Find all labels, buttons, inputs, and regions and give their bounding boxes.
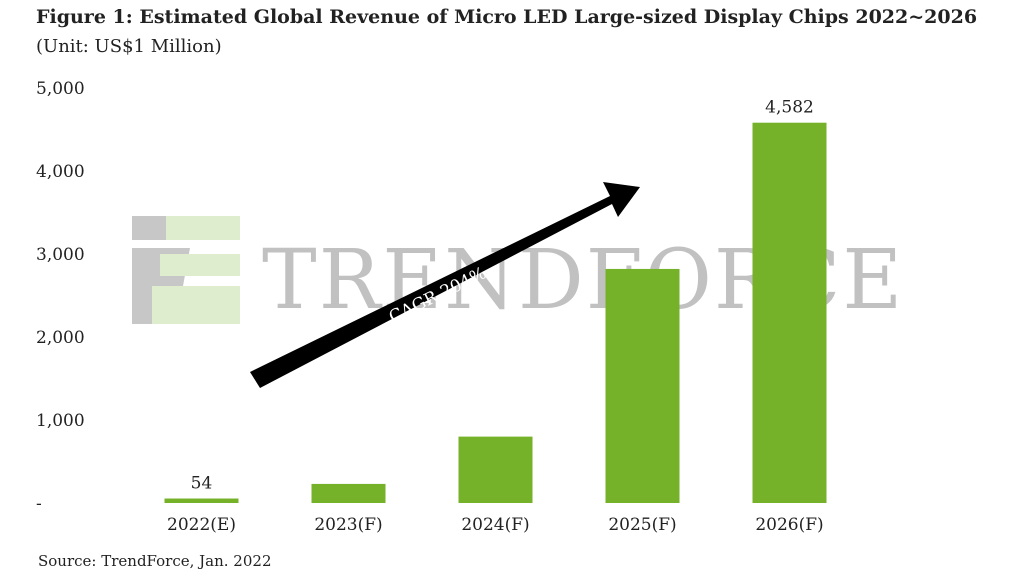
x-tick-label: 2022(E) <box>167 515 236 535</box>
bar-2025f <box>605 268 680 503</box>
x-tick-label: 2023(F) <box>314 515 382 535</box>
x-tick-label: 2024(F) <box>461 515 529 535</box>
source-note: Source: TrendForce, Jan. 2022 <box>38 552 272 570</box>
bars <box>164 122 827 503</box>
trendforce-logo-icon <box>132 216 240 324</box>
y-tick-label: 2,000 <box>36 328 85 348</box>
y-tick-label: 4,000 <box>36 162 85 182</box>
x-axis: 2022(E) 2023(F) 2024(F) 2025(F) 2026(F) <box>167 515 824 535</box>
data-labels: 54 4,582 <box>191 98 814 494</box>
chart-title: Figure 1: Estimated Global Revenue of Mi… <box>36 6 978 28</box>
y-tick-label: - <box>36 494 42 514</box>
y-tick-label: 5,000 <box>36 79 85 99</box>
bar-2026f <box>752 122 827 503</box>
bar-2024f <box>458 436 533 503</box>
data-label: 54 <box>191 474 213 494</box>
y-tick-label: 3,000 <box>36 245 85 265</box>
bar-2023f <box>311 483 386 503</box>
x-tick-label: 2026(F) <box>755 515 823 535</box>
data-label: 4,582 <box>765 98 814 118</box>
y-axis: - 1,000 2,000 3,000 4,000 5,000 <box>36 79 85 514</box>
y-tick-label: 1,000 <box>36 411 85 431</box>
chart-subtitle: (Unit: US$1 Million) <box>36 36 222 57</box>
x-tick-label: 2025(F) <box>608 515 676 535</box>
bar-2022e <box>164 498 239 503</box>
